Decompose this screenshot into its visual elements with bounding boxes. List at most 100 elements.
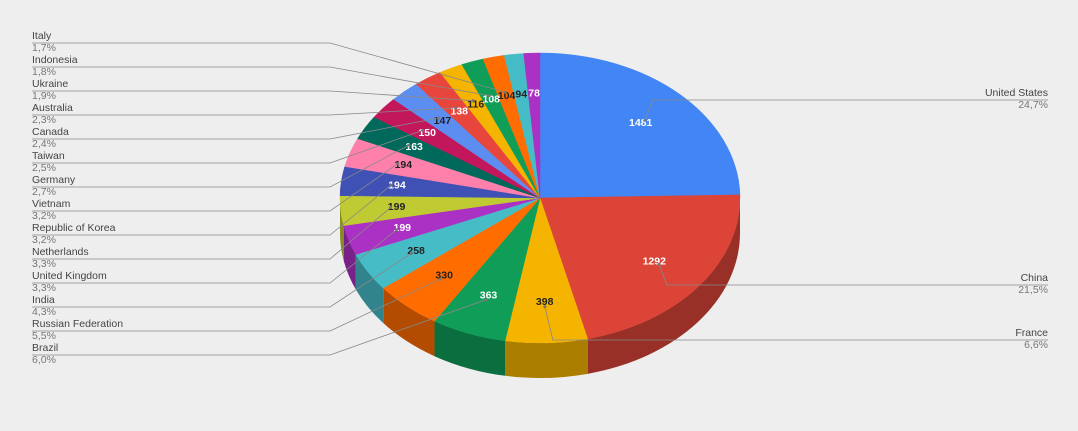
slice <box>539 52 741 199</box>
leader-line <box>32 117 439 140</box>
leader-dot <box>395 228 399 232</box>
value-label: 398 <box>536 296 554 308</box>
category-label: Australia <box>32 102 73 114</box>
percent-label: 3,2% <box>32 234 56 246</box>
leader-dot <box>657 262 661 266</box>
leader-line <box>658 264 1048 286</box>
category-label: Indonesia <box>32 54 78 66</box>
leader-line <box>32 163 398 212</box>
value-label: 1292 <box>643 255 667 267</box>
value-label: 108 <box>483 94 501 106</box>
value-label: 94 <box>515 88 527 100</box>
percent-label: 2,3% <box>32 114 56 126</box>
slice-side <box>587 198 740 374</box>
leader-line <box>32 129 423 164</box>
category-label: Canada <box>32 126 69 138</box>
value-label: 147 <box>434 115 452 127</box>
leader-line <box>544 306 1048 341</box>
leader-dot <box>389 183 393 187</box>
category-label: France <box>1015 327 1048 339</box>
leader-line <box>644 99 1048 121</box>
leader-line <box>32 66 490 97</box>
leader-dot <box>407 143 411 147</box>
leader-dot <box>438 277 442 281</box>
percent-label: 1,9% <box>32 90 56 102</box>
percent-label: 24,7% <box>1018 99 1048 111</box>
value-label: 150 <box>418 127 436 139</box>
value-label: 138 <box>450 105 468 117</box>
leader-dot <box>543 305 547 309</box>
value-label: 194 <box>395 159 413 171</box>
leader-line <box>32 229 397 284</box>
leader-dot <box>503 90 507 94</box>
percent-label: 6,6% <box>1024 339 1048 351</box>
percent-label: 5,5% <box>32 330 56 342</box>
category-label: Germany <box>32 174 76 186</box>
slice-side <box>505 338 588 378</box>
leader-dot <box>421 128 425 132</box>
leader-dot <box>389 206 393 210</box>
value-label: 1481 <box>629 117 653 129</box>
leader-line <box>32 253 412 308</box>
percent-label: 2,7% <box>32 186 56 198</box>
value-label: 194 <box>388 180 406 192</box>
slice-side <box>383 288 435 357</box>
category-label: Republic of Korea <box>32 222 116 234</box>
leader-dot <box>396 162 400 166</box>
leader-dot <box>471 99 475 103</box>
category-label: Brazil <box>32 342 58 354</box>
percent-label: 3,2% <box>32 210 56 222</box>
leader-dot <box>643 118 647 122</box>
value-label: 104 <box>498 90 516 102</box>
leader-line <box>32 42 506 93</box>
category-label: China <box>1021 272 1049 284</box>
percent-label: 2,5% <box>32 162 56 174</box>
percent-label: 1,8% <box>32 66 56 78</box>
slice-tops <box>339 52 741 344</box>
leader-dot <box>454 106 458 110</box>
percent-label: 1,7% <box>32 42 56 54</box>
percent-label: 3,3% <box>32 282 56 294</box>
category-label: United Kingdom <box>32 270 107 282</box>
value-label: 78 <box>528 87 540 99</box>
percent-label: 21,5% <box>1018 284 1048 296</box>
leader-dot <box>484 298 488 302</box>
category-label: Netherlands <box>32 246 89 258</box>
slice <box>539 194 741 340</box>
leader-dot <box>409 251 413 255</box>
slice-side <box>434 321 506 376</box>
slice-side <box>355 254 384 324</box>
percent-label: 3,3% <box>32 258 56 270</box>
value-label: 199 <box>388 201 406 213</box>
leader-line <box>32 90 474 102</box>
slice-side <box>343 225 356 290</box>
percent-label: 6,0% <box>32 354 56 366</box>
leader-line <box>32 144 410 188</box>
leader-dot <box>436 116 440 120</box>
value-label: 258 <box>407 245 425 257</box>
value-label: 116 <box>467 98 484 110</box>
category-label: Italy <box>32 30 52 42</box>
leader-line <box>32 184 392 236</box>
leader-line <box>32 278 441 332</box>
leader-line <box>32 107 456 116</box>
value-label: 163 <box>405 141 423 153</box>
category-label: Russian Federation <box>32 318 123 330</box>
leader-dot <box>487 94 491 98</box>
percent-label: 2,4% <box>32 138 56 150</box>
value-label: 363 <box>480 289 498 301</box>
category-label: Vietnam <box>32 198 71 210</box>
leader-line <box>32 299 487 356</box>
value-label: 199 <box>393 222 411 234</box>
slice-sides <box>340 198 740 378</box>
category-label: Taiwan <box>32 150 65 162</box>
percent-label: 4,3% <box>32 306 56 318</box>
leader-line <box>32 207 391 260</box>
category-label: India <box>32 294 55 306</box>
slice <box>523 52 541 199</box>
category-label: Ukraine <box>32 78 68 90</box>
category-label: United States <box>985 87 1048 99</box>
